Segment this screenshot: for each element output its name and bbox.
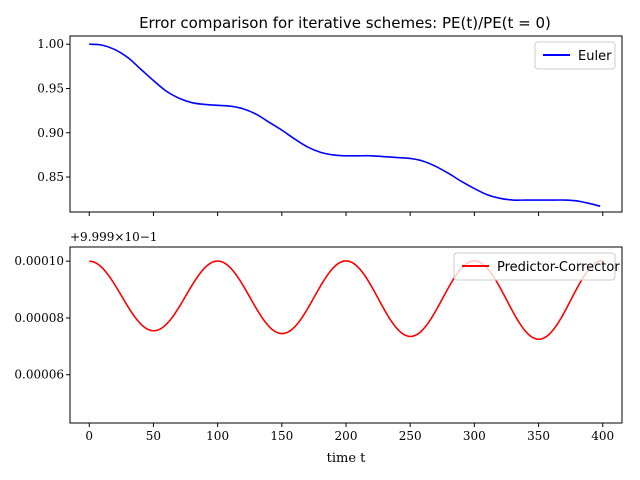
top-x-ticks [88,212,604,216]
bottom-y-ticks: 0.00006 0.00008 0.00010 [14,254,70,382]
x-tick-label: 0 [85,429,93,443]
axes-top: 0.85 0.90 0.95 1.00 Euler [37,35,623,216]
y-tick-label: 0.95 [37,81,64,95]
y-tick-label: 0.00006 [14,368,64,382]
y-tick-label: 1.00 [37,37,64,51]
bottom-x-ticks: 0 50 100 150 200 250 300 350 400 [85,423,614,443]
x-tick-label: 100 [206,429,229,443]
top-y-ticks: 0.85 0.90 0.95 1.00 [37,37,70,184]
x-axis-label: time t [327,451,367,466]
y-tick-label: 0.85 [37,170,64,184]
chart-title: Error comparison for iterative schemes: … [139,14,551,32]
top-plot-frame [69,35,623,213]
y-tick-label: 0.90 [37,126,64,140]
x-tick-label: 150 [270,429,293,443]
y-tick-label: 0.00008 [14,311,64,325]
x-tick-label: 350 [527,429,550,443]
bottom-plot-frame [69,246,623,424]
x-tick-label: 400 [591,429,614,443]
x-tick-label: 250 [399,429,422,443]
x-tick-label: 300 [463,429,486,443]
series-line-predictor-corrector [89,259,603,341]
legend-top: Euler [534,41,616,70]
top-series-lines [89,43,601,208]
legend-euler-label: Euler [578,49,612,64]
legend-bottom-box [453,252,616,281]
axes-bottom: 0 50 100 150 200 250 300 350 400 0.000060.000080… [14,230,623,466]
legend-bottom: Predictor-Corrector [453,252,620,281]
x-tick-label: 50 [146,429,161,443]
series-line-euler [89,43,601,208]
bottom-series-lines [89,259,603,341]
y-offset-text: +9.999×10−1 [70,230,157,244]
legend-top-box [534,41,616,70]
x-tick-label: 200 [335,429,358,443]
legend-pc-label: Predictor-Corrector [497,260,620,275]
y-tick-label: 0.00010 [14,254,64,268]
